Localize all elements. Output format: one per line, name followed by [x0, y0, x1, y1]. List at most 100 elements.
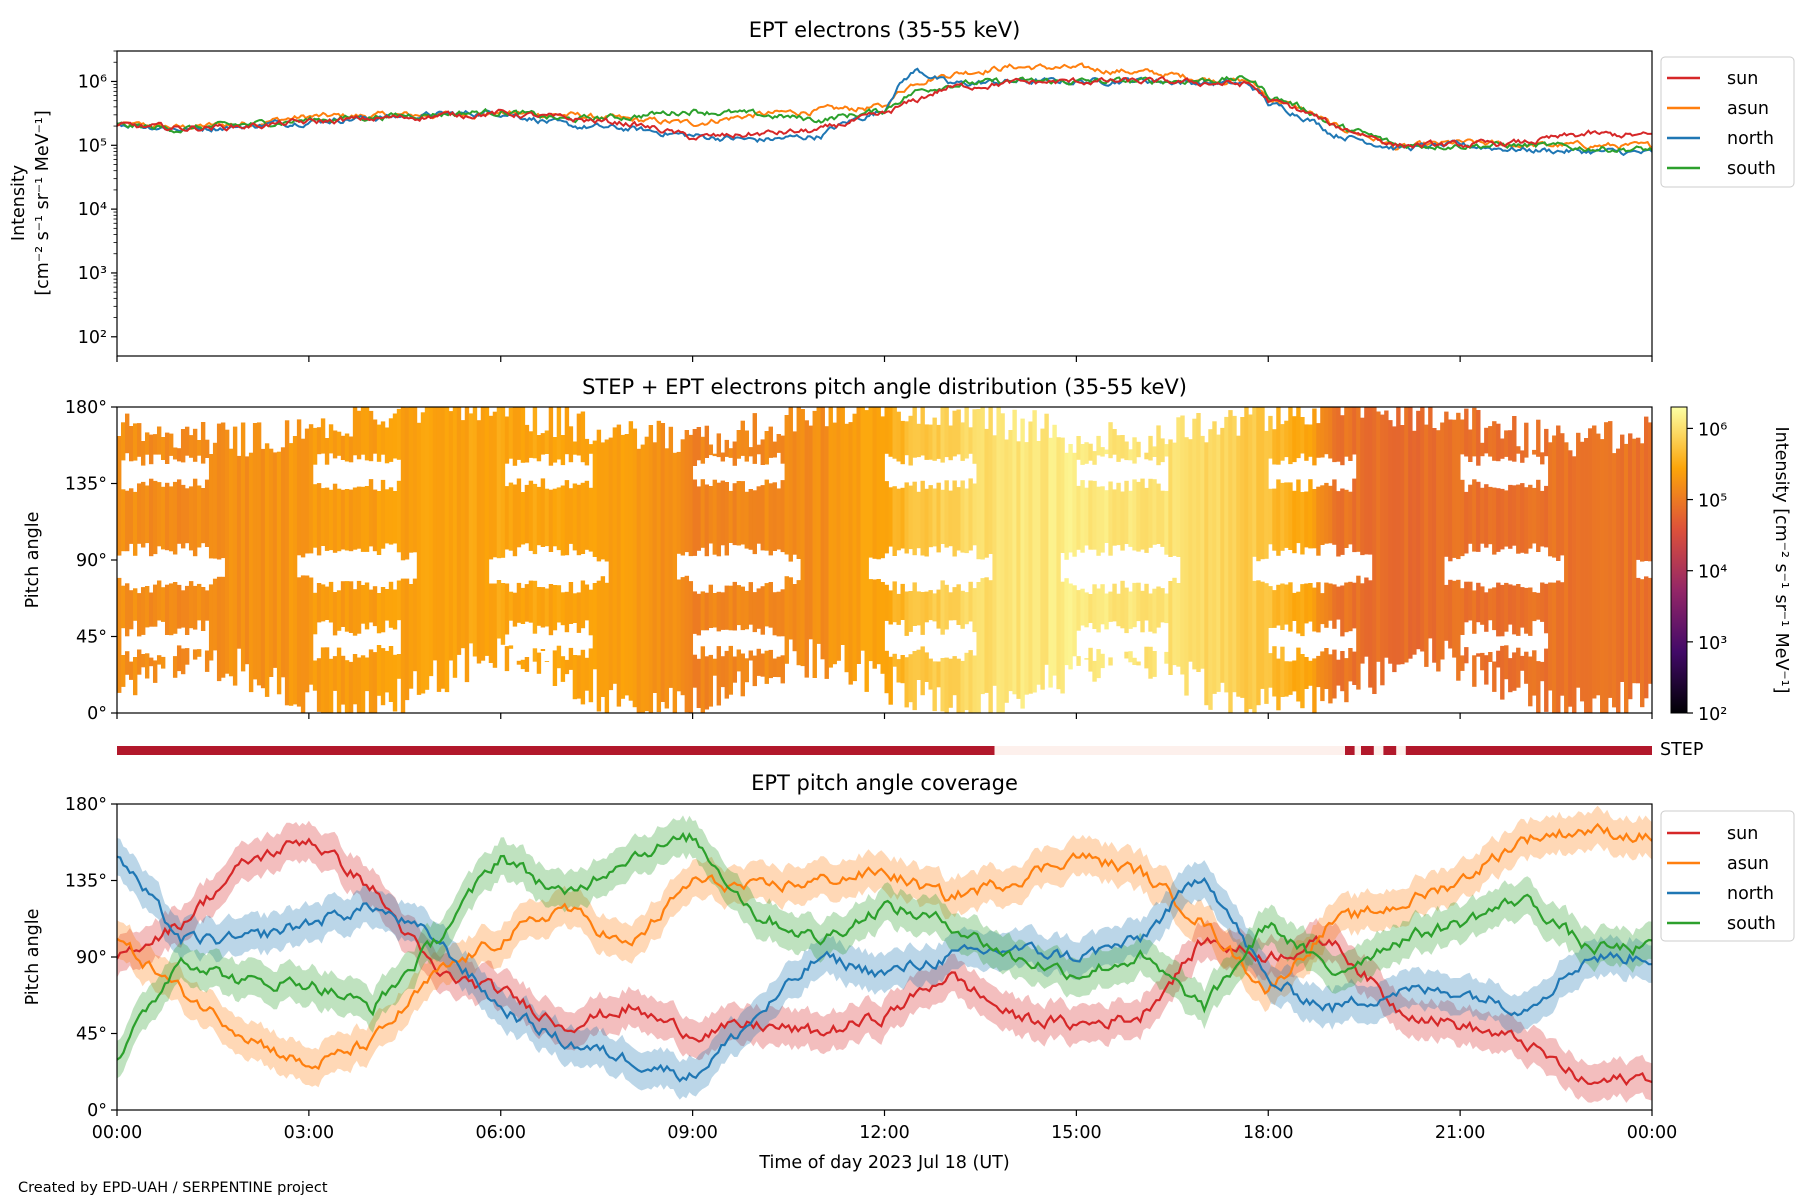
pad-heat-cell [1324, 407, 1329, 455]
pad-heat-cell [1508, 658, 1513, 693]
pad-heat-cell [856, 407, 861, 664]
pad-heat-cell [180, 484, 186, 549]
pad-heat-cell [1512, 416, 1517, 462]
pad-heat-cell [676, 451, 682, 554]
pad-heat-cell [1024, 442, 1029, 695]
pad-heat-cell [900, 420, 905, 465]
pad-heat-cell [376, 593, 382, 634]
pad-heat-cell [344, 660, 350, 713]
pad-heat-cell [588, 589, 594, 636]
pad-heat-cell [156, 426, 162, 455]
pad-heat-cell [1072, 452, 1077, 557]
pad-heat-cell [1476, 582, 1481, 623]
pad-heat-cell [1128, 449, 1133, 461]
pad-heat-cell [776, 591, 781, 637]
pad-heat-cell [176, 448, 182, 462]
pad-heat-cell [388, 646, 394, 702]
pad-heat-cell [536, 652, 542, 674]
pad-heat-cell [1104, 449, 1109, 455]
pad-heat-cell [692, 479, 698, 556]
pad-heat-cell [392, 589, 398, 630]
pad-heat-cell [576, 484, 582, 556]
pad-heat-cell [160, 587, 166, 622]
pad-heat-cell [692, 591, 698, 634]
coverage-legend: sun asun north south [1660, 810, 1795, 942]
pad-heat-cell [1168, 581, 1173, 675]
pad-heat-cell [548, 584, 554, 636]
pad-heat-cell [148, 478, 154, 557]
pad-heat-cell [1116, 435, 1121, 462]
pad-heat-cell [720, 592, 726, 630]
coverage-legend-label-north: north [1727, 884, 1774, 904]
pad-heat-cell [340, 489, 346, 550]
pad-heat-cell [1508, 430, 1513, 461]
pad-heat-cell [844, 423, 849, 673]
pad-heat-cell [1532, 592, 1537, 622]
pad-heat-cell [1076, 436, 1081, 460]
pad-heat-cell [884, 650, 889, 694]
pad-heat-cell [764, 431, 769, 465]
pad-heat-cell [1316, 423, 1321, 458]
pad-heat-cell [1068, 444, 1073, 553]
pad-heat-cell [1468, 484, 1473, 544]
pad-heat-cell [1256, 407, 1261, 562]
pad-heat-cell [1144, 646, 1149, 669]
pad-heat-cell [588, 487, 594, 552]
pad-heat-cell [952, 480, 957, 557]
pad-heat-cell [1548, 582, 1553, 691]
pad-heat-cell [1544, 583, 1549, 634]
pad-heat-cell [1496, 423, 1501, 462]
pad-heat-cell [144, 653, 150, 679]
coverage-y-tick-label: 135° [65, 872, 107, 892]
pad-heat-cell [896, 411, 901, 462]
intensity-ylabel-line1: Intensity [9, 165, 29, 241]
pad-heat-cell [117, 577, 122, 693]
pad-heat-cell [144, 432, 150, 455]
pad-heat-cell [1352, 407, 1357, 455]
pad-heat-cell [924, 488, 929, 557]
pad-heat-cell [1116, 482, 1121, 546]
pad-heat-cell [504, 583, 510, 635]
pad-heat-cell [200, 587, 206, 631]
pad-heat-cell [1168, 439, 1173, 557]
pad-heat-cell [176, 479, 182, 544]
pad-heat-cell [720, 656, 726, 688]
coverage-panel-title: EPT pitch angle coverage [751, 771, 1018, 795]
pad-heat-cell [1540, 661, 1545, 682]
pad-heat-cell [896, 488, 901, 551]
pad-heat-cell [1360, 583, 1365, 664]
pad-heat-cell [968, 581, 973, 622]
pad-heat-cell [1312, 408, 1317, 466]
pad-heat-cell [1152, 446, 1157, 457]
pad-heat-cell [1644, 416, 1649, 561]
pad-heat-cell [1292, 416, 1297, 463]
pad-heat-cell [1644, 576, 1649, 699]
pad-heat-cell [576, 413, 582, 456]
pad-heat-cell [1296, 647, 1301, 702]
pad-heat-cell [192, 649, 198, 660]
pad-heat-cell [564, 480, 570, 556]
pad-heat-cell [612, 427, 618, 684]
pad-heat-cell [880, 582, 885, 674]
pad-heat-cell [1336, 586, 1341, 620]
pad-heat-cell [292, 436, 298, 705]
pad-heat-cell [396, 480, 402, 553]
pad-heat-cell [400, 407, 406, 561]
pad-heat-cell [380, 587, 386, 633]
pad-heat-cell [752, 413, 757, 464]
pad-heat-cell [360, 486, 366, 552]
pad-heat-cell [908, 415, 913, 466]
pad-heat-cell [1488, 486, 1493, 545]
pad-heat-cell [1304, 424, 1309, 461]
pad-heat-cell [680, 577, 686, 696]
pad-heat-cell [552, 437, 558, 463]
pad-heat-cell [764, 583, 769, 627]
pad-heat-cell [164, 482, 170, 551]
pad-heat-cell [1316, 582, 1321, 633]
pad-heat-cell [152, 480, 158, 555]
pad-heat-cell [1536, 419, 1541, 457]
credit-text: Created by EPD-UAH / SERPENTINE project [18, 1180, 328, 1196]
pad-heat-cell [800, 409, 805, 667]
pad-heat-cell [904, 591, 909, 636]
pad-heat-cell [1156, 425, 1161, 466]
